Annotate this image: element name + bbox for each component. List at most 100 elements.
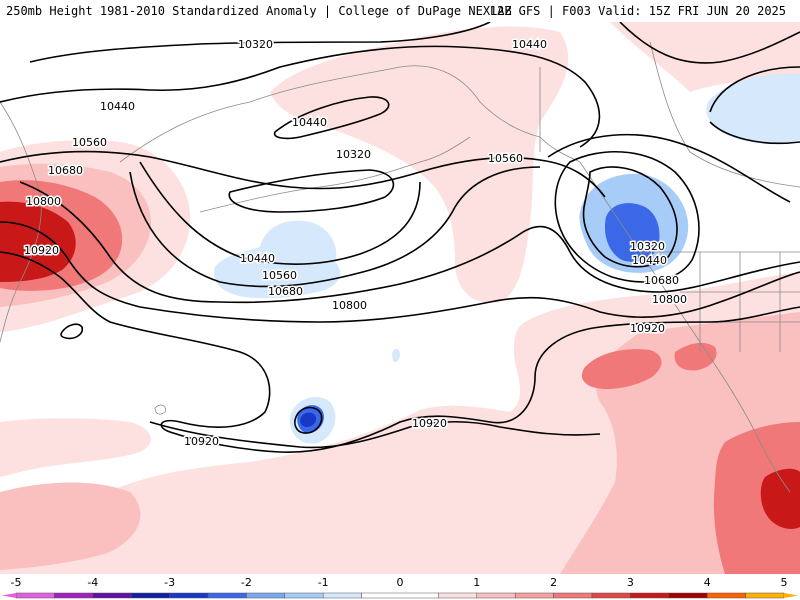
contour-10680-mid [19,181,800,304]
contour-10920-lower [149,420,601,449]
contour-label: 10920 [630,322,665,335]
anomaly-shading [0,22,800,574]
negative-anomaly-aleutian [214,220,341,299]
colorbar-bin [591,592,631,599]
colorbar-tick-label: 3 [627,576,634,589]
contour-10440-north [0,45,601,148]
colorbar-tick-labels: -5 -4 -3 -2 -1 0 1 2 3 4 5 [11,576,788,589]
contour-10440-alaska-low [273,96,390,140]
contour-label: 10440 [512,38,547,51]
colorbar-tick-label: 0 [397,576,404,589]
contour-10560-pnw [547,133,791,203]
contour-label: 10440 [632,254,667,267]
coastline-hudson [649,41,800,188]
positive-anomaly-west-pacific-deep [0,201,76,282]
colorbar-bin [706,592,746,599]
colorbar-bin [246,592,286,599]
negative-anomaly-hudson [706,73,800,144]
colorbar-bin [553,592,593,599]
contour-10560-aleutian [129,166,541,288]
colorbar-bin [130,592,170,599]
colorbar-bin [514,592,554,599]
contour-label: 10560 [262,269,297,282]
colorbar-bin [438,592,478,599]
contour-label: 10320 [336,148,371,161]
negative-anomaly-subtropical-deep [300,412,317,427]
contour-10920-mid [0,251,800,454]
colorbar-bin [15,592,55,599]
colorbar-bin [322,592,362,599]
colorbar-extend-low [2,593,16,598]
contour-10440-pnw [554,150,700,283]
contour-10440-aleutian [139,161,421,265]
colorbar-bin [284,592,324,599]
contour-label: 10440 [292,116,327,129]
contour-label: 10680 [644,274,679,287]
contour-10320-subtropical [294,406,323,434]
contour-label: 10320 [238,38,273,51]
contour-label: 10920 [412,417,447,430]
positive-anomaly-southwest-med [0,482,141,570]
colorbar-tick-label: 2 [550,576,557,589]
colorbar-bin [361,592,439,599]
colorbar-bin [54,592,94,599]
model-run-info: 12Z GFS | F003 Valid: 15Z FRI JUN 20 202… [489,4,786,18]
colorbar-tick-label: -2 [241,576,252,589]
contour-label: 10800 [652,293,687,306]
contour-10920-small-loop [60,323,84,340]
contour-label: 10680 [48,164,83,177]
colorbar-bin [745,592,785,599]
anomaly-map: 10320 10440 10440 10440 10560 10680 1080… [0,22,800,574]
map-title: 250mb Height 1981-2010 Standardized Anom… [6,4,512,18]
contour-label: 10440 [100,100,135,113]
contour-label: 10800 [26,195,61,208]
colorbar-bin [92,592,132,599]
contour-label: 10680 [268,285,303,298]
colorbar-tick-label: -3 [164,576,175,589]
contour-label: 10560 [488,152,523,165]
colorbar-bin [169,592,209,599]
contour-label: 10920 [24,244,59,257]
colorbar-tick-label: 1 [473,576,480,589]
colorbar-tick-label: -4 [87,576,98,589]
colorbar-extend-high [784,593,798,598]
contour-10560-north [0,150,606,198]
positive-anomaly-mexico-east-strong [713,422,800,574]
contour-10680-canada [619,22,800,64]
us-states-grid-1 [680,252,800,352]
height-contours [0,22,800,454]
coastline-asia [0,101,42,343]
colorbar: -5 -4 -3 -2 -1 0 1 2 3 4 5 [2,576,798,599]
contour-10320-pnw [582,166,678,268]
contour-label: 10320 [630,240,665,253]
positive-anomaly-mexico-deep [760,468,800,529]
colorbar-bin [668,592,708,599]
map-borders [0,41,800,493]
colorbar-tick-label: 4 [704,576,711,589]
contour-10800-mid [0,221,800,323]
hawaii-islands [154,404,167,415]
positive-anomaly-mexico-strong [674,342,717,371]
positive-anomaly-alaska [270,26,569,303]
contour-labels: 10320 10440 10440 10440 10560 10680 1080… [23,37,689,450]
positive-anomaly-baja-strong [581,349,662,389]
colorbar-bin [476,592,516,599]
positive-anomaly-hawaii-area [0,418,151,477]
colorbar-tick-label: -1 [318,576,329,589]
contour-10320-aleutian [228,169,395,213]
colorbar-tick-label: 5 [781,576,788,589]
colorbar-tick-label: -5 [11,576,22,589]
coastline-aleutians [199,136,471,213]
colorbar-bin [630,592,670,599]
contour-label: 10560 [72,136,107,149]
negative-anomaly-pnw-strong [604,203,660,262]
map-header: 250mb Height 1981-2010 Standardized Anom… [0,0,800,22]
positive-anomaly-east-pacific [0,272,800,574]
contour-label: 10440 [240,252,275,265]
contour-hudson-low [709,66,800,145]
colorbar-bins [2,592,798,599]
colorbar-bin [207,592,247,599]
contour-label: 10920 [184,435,219,448]
contour-label: 10800 [332,299,367,312]
